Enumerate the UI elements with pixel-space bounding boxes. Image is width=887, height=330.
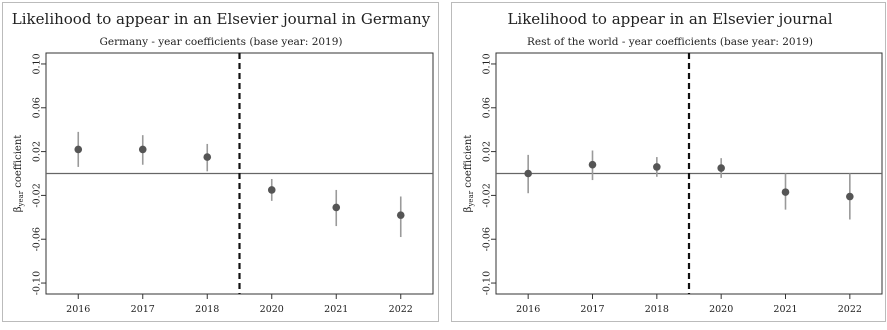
x-tick-label: 2018 [645, 304, 669, 315]
y-tick-label: 0.06 [481, 97, 492, 118]
y-axis-label-subscript: year [17, 190, 25, 207]
x-tick-label: 2017 [131, 304, 155, 315]
data-point [846, 192, 854, 201]
x-tick-label: 2016 [66, 304, 90, 315]
y-tick-label: -0.02 [481, 183, 492, 207]
chart-title: Likelihood to appear in an Elsevier jour… [507, 10, 832, 28]
y-tick-label: 0.10 [31, 53, 42, 74]
y-axis-label-text: coefficient [13, 135, 24, 191]
x-tick-label: 2018 [195, 304, 219, 315]
x-tick-label: 2017 [580, 304, 604, 315]
y-axis-label: βyear coefficient [13, 135, 25, 213]
y-tick-label: -0.02 [31, 183, 42, 207]
data-point [588, 160, 597, 169]
data-point [203, 153, 212, 161]
y-tick-label: 0.02 [31, 141, 42, 162]
x-tick-label: 2022 [389, 304, 413, 315]
x-tick-label: 2020 [709, 304, 733, 315]
y-axis-label-beta: β [463, 206, 474, 212]
chart-subtitle: Germany - year coefficients (base year: … [99, 36, 342, 48]
y-tick-label: 0.06 [31, 97, 42, 118]
y-axis-label: βyear coefficient [463, 135, 475, 213]
y-tick-label: -0.06 [481, 227, 492, 251]
y-axis-label-text: coefficient [463, 135, 474, 191]
y-tick-label: -0.06 [31, 227, 42, 251]
data-point [781, 188, 790, 196]
y-tick-label: -0.10 [481, 271, 492, 295]
data-point [524, 169, 532, 178]
data-point [332, 203, 341, 212]
data-point [396, 211, 405, 219]
y-axis-label-beta: β [13, 206, 24, 212]
chart-panel-2: Likelihood to appear in an Elsevier jour… [451, 2, 886, 322]
data-point [653, 163, 661, 171]
panel-frame [2, 2, 439, 322]
x-tick-label: 2021 [773, 304, 797, 315]
chart-subtitle: Rest of the world - year coefficients (b… [527, 36, 813, 48]
x-tick-label: 2016 [516, 304, 540, 315]
y-tick-label: -0.10 [31, 271, 42, 295]
x-tick-label: 2022 [838, 304, 862, 315]
data-point [717, 164, 725, 172]
data-point [138, 145, 147, 154]
y-axis-label-subscript: year [467, 190, 475, 207]
panel-frame [451, 2, 886, 322]
x-tick-label: 2021 [324, 304, 348, 315]
y-tick-label: 0.10 [481, 53, 492, 74]
x-tick-label: 2020 [260, 304, 284, 315]
y-tick-label: 0.02 [481, 141, 492, 162]
chart-panel-1: Likelihood to appear in an Elsevier jour… [2, 2, 439, 322]
chart-title: Likelihood to appear in an Elsevier jour… [12, 10, 431, 28]
data-point [74, 145, 83, 154]
data-point [267, 186, 276, 194]
